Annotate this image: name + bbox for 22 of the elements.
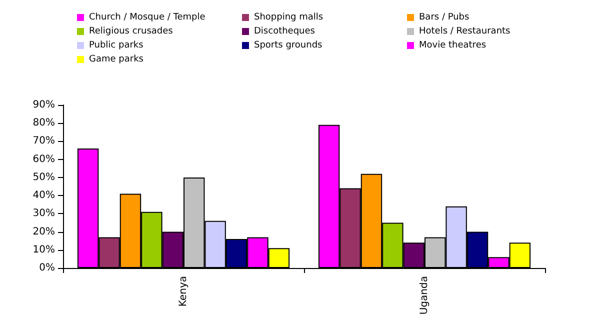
legend-label: Church / Mosque / Temple	[89, 12, 206, 22]
y-tick-label: 60%	[32, 154, 55, 165]
y-tick-label: 80%	[32, 118, 55, 129]
y-tick-label: 10%	[32, 244, 55, 256]
y-tick-label: 20%	[32, 226, 55, 238]
legend-label: Hotels / Restaurants	[419, 26, 511, 36]
legend-label: Public parks	[89, 40, 144, 50]
y-tick-label: 0%	[39, 262, 55, 274]
legend-label: Shopping malls	[254, 12, 324, 22]
legend-label: Movie theatres	[419, 40, 486, 50]
legend-label: Game parks	[89, 54, 144, 64]
y-tick-label: 70%	[32, 136, 55, 147]
legend-label: Bars / Pubs	[419, 12, 470, 22]
y-tick-label: 40%	[32, 190, 55, 202]
legend-label: Sports grounds	[254, 40, 323, 50]
y-tick-label: 90%	[32, 100, 55, 110]
y-tick-label: 50%	[32, 172, 55, 183]
legend-label: Religious crusades	[89, 26, 174, 36]
legend-label: Discotheques	[254, 26, 316, 36]
x-tick-label: Kenya	[178, 276, 189, 307]
y-tick-label: 30%	[32, 208, 55, 220]
x-tick-label: Uganda	[419, 276, 430, 315]
